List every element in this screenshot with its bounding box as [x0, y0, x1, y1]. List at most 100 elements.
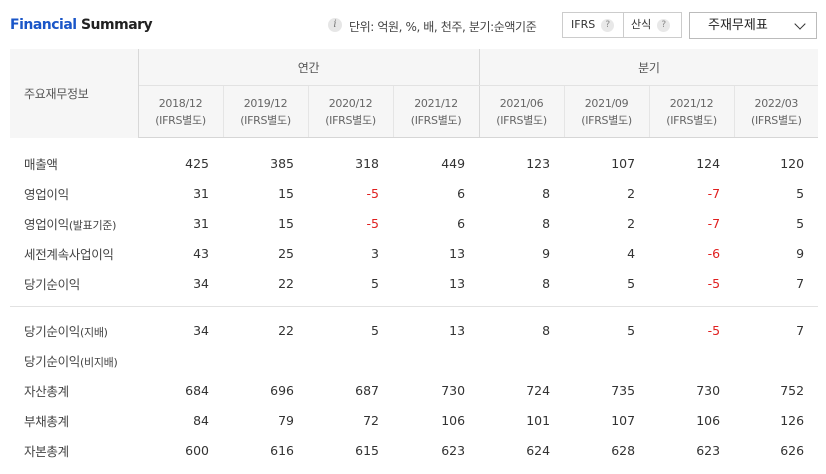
- value-cell: 5: [371, 322, 379, 338]
- value-cell: 752: [780, 382, 805, 398]
- row-label: 부채총계: [10, 405, 138, 435]
- value-cell: 72: [363, 412, 379, 428]
- statement-type-dropdown[interactable]: 주재무제표: [689, 12, 817, 39]
- value-cell: 600: [185, 442, 209, 458]
- value-cell: [734, 345, 818, 375]
- value-cell: -7: [707, 215, 721, 231]
- value-cell: [308, 345, 393, 375]
- value-cell: 13: [449, 245, 466, 261]
- table-row: 자본총계 600 616 615 623 624 628 623 626: [10, 435, 818, 465]
- row-label: 당기순이익(지배): [10, 315, 138, 345]
- period-basis: (IFRS별도): [666, 113, 717, 127]
- value-cell: 9: [542, 245, 551, 261]
- value-cell: 7: [796, 275, 805, 291]
- value-cell: 628: [611, 442, 636, 458]
- row-label-main: 당기순이익: [24, 353, 81, 369]
- value-cell: 84: [193, 412, 209, 428]
- group-header-annual: 연간: [138, 49, 480, 86]
- row-spacer: [10, 307, 818, 315]
- value-cell: 13: [449, 322, 466, 338]
- value-cell: 624: [526, 442, 551, 458]
- chevron-down-icon: [794, 18, 806, 30]
- row-label-main: 당기순이익: [24, 276, 81, 292]
- value-cell: 3: [371, 245, 379, 261]
- value-cell: 6: [457, 185, 466, 201]
- value-cell: 6: [457, 215, 466, 231]
- row-label-main: 부채총계: [24, 413, 69, 429]
- ifrs-calc-toggle: IFRS? 산식?: [562, 12, 682, 38]
- value-cell: 43: [193, 245, 209, 261]
- value-cell: 615: [355, 442, 379, 458]
- period-basis: (IFRS별도): [155, 113, 206, 127]
- ifrs-button[interactable]: IFRS?: [571, 13, 615, 37]
- value-cell: 13: [449, 275, 466, 291]
- value-cell: 2: [627, 185, 636, 201]
- period-header: 2021/06 (IFRS별도): [478, 85, 565, 138]
- calc-help-icon[interactable]: ?: [657, 19, 671, 32]
- value-cell: [649, 345, 734, 375]
- value-cell: 730: [696, 382, 721, 398]
- value-cell: 106: [441, 412, 466, 428]
- calc-label: 산식: [631, 18, 652, 31]
- row-label-main: 당기순이익: [24, 323, 81, 339]
- toggle-divider: [623, 13, 624, 37]
- period-basis: (IFRS별도): [751, 113, 802, 127]
- table-row: 자산총계 684 696 687 730 724 735 730 752: [10, 375, 818, 405]
- ifrs-help-icon[interactable]: ?: [601, 19, 615, 32]
- value-cell: 425: [185, 155, 209, 171]
- row-label: 당기순이익: [10, 268, 138, 298]
- table-row: 당기순이익 34 22 5 13 8 5 -5 7: [10, 268, 818, 298]
- value-cell: 616: [270, 442, 294, 458]
- row-header-label: 주요재무정보: [10, 49, 139, 138]
- row-label-sub: (비지배): [80, 355, 118, 369]
- value-cell: [564, 345, 649, 375]
- unit-description: 단위: 억원, %, 배, 천주, 분기:순액기준: [349, 20, 537, 34]
- period-date: 2019/12: [243, 96, 288, 110]
- value-cell: 31: [193, 215, 209, 231]
- row-label: 영업이익: [10, 178, 138, 208]
- value-cell: [223, 345, 308, 375]
- table-row: 당기순이익(지배) 34 22 5 13 8 5 -5 7: [10, 315, 818, 345]
- value-cell: 687: [355, 382, 379, 398]
- info-icon[interactable]: i: [328, 18, 342, 32]
- value-cell: [479, 345, 564, 375]
- period-header: 2021/09 (IFRS별도): [563, 85, 650, 138]
- period-basis: (IFRS별도): [410, 113, 462, 127]
- value-cell: 79: [278, 412, 294, 428]
- row-label: 세전계속사업이익: [10, 238, 138, 268]
- row-label: 자본총계: [10, 435, 138, 465]
- value-cell: 626: [780, 442, 805, 458]
- table-row: 당기순이익(비지배): [10, 345, 818, 375]
- period-header: 2020/12 (IFRS별도): [307, 85, 393, 138]
- value-cell: 5: [796, 215, 805, 231]
- value-cell: 31: [193, 185, 209, 201]
- value-cell: 9: [796, 245, 805, 261]
- value-cell: 120: [780, 155, 805, 171]
- value-cell: 123: [526, 155, 551, 171]
- row-label-main: 세전계속사업이익: [24, 246, 114, 262]
- value-cell: 730: [441, 382, 466, 398]
- period-date: 2018/12: [158, 96, 203, 110]
- row-label: 매출액: [10, 148, 138, 178]
- period-header: 2021/12 (IFRS별도): [392, 85, 480, 138]
- row-label-main: 영업이익: [24, 186, 69, 202]
- value-cell: 15: [278, 215, 294, 231]
- value-cell: 385: [270, 155, 294, 171]
- table-row: 매출액 425 385 318 449 123 107 124 120: [10, 148, 818, 178]
- table-row: 영업이익(발표기준) 31 15 -5 6 8 2 -7 5: [10, 208, 818, 238]
- value-cell: 5: [627, 322, 636, 338]
- calc-button[interactable]: 산식?: [631, 13, 671, 37]
- value-cell: 5: [371, 275, 379, 291]
- value-cell: 22: [278, 275, 294, 291]
- dropdown-selected-value: 주재무제표: [708, 18, 768, 33]
- period-date: 2021/09: [584, 96, 629, 110]
- value-cell: 107: [611, 412, 636, 428]
- value-cell: 623: [441, 442, 466, 458]
- table-row: 영업이익 31 15 -5 6 8 2 -7 5: [10, 178, 818, 208]
- value-cell: 8: [542, 215, 551, 231]
- table-row: 부채총계 84 79 72 106 101 107 106 126: [10, 405, 818, 435]
- period-header: 2019/12 (IFRS별도): [222, 85, 308, 138]
- row-spacer: [10, 298, 818, 307]
- value-cell: -5: [366, 215, 379, 231]
- row-spacer: [10, 306, 819, 307]
